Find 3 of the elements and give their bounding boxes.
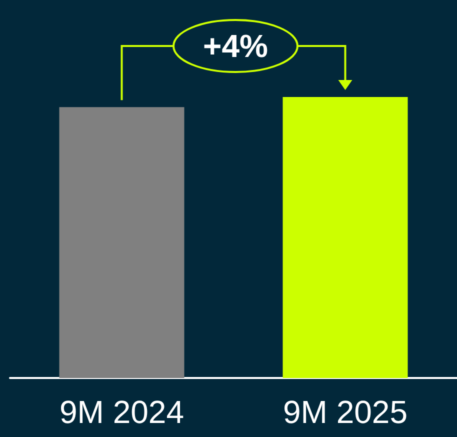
x-tick-label: 9M 2025	[282, 394, 408, 430]
x-tick-label: 9M 2024	[59, 394, 184, 430]
text: +4%	[203, 28, 268, 64]
